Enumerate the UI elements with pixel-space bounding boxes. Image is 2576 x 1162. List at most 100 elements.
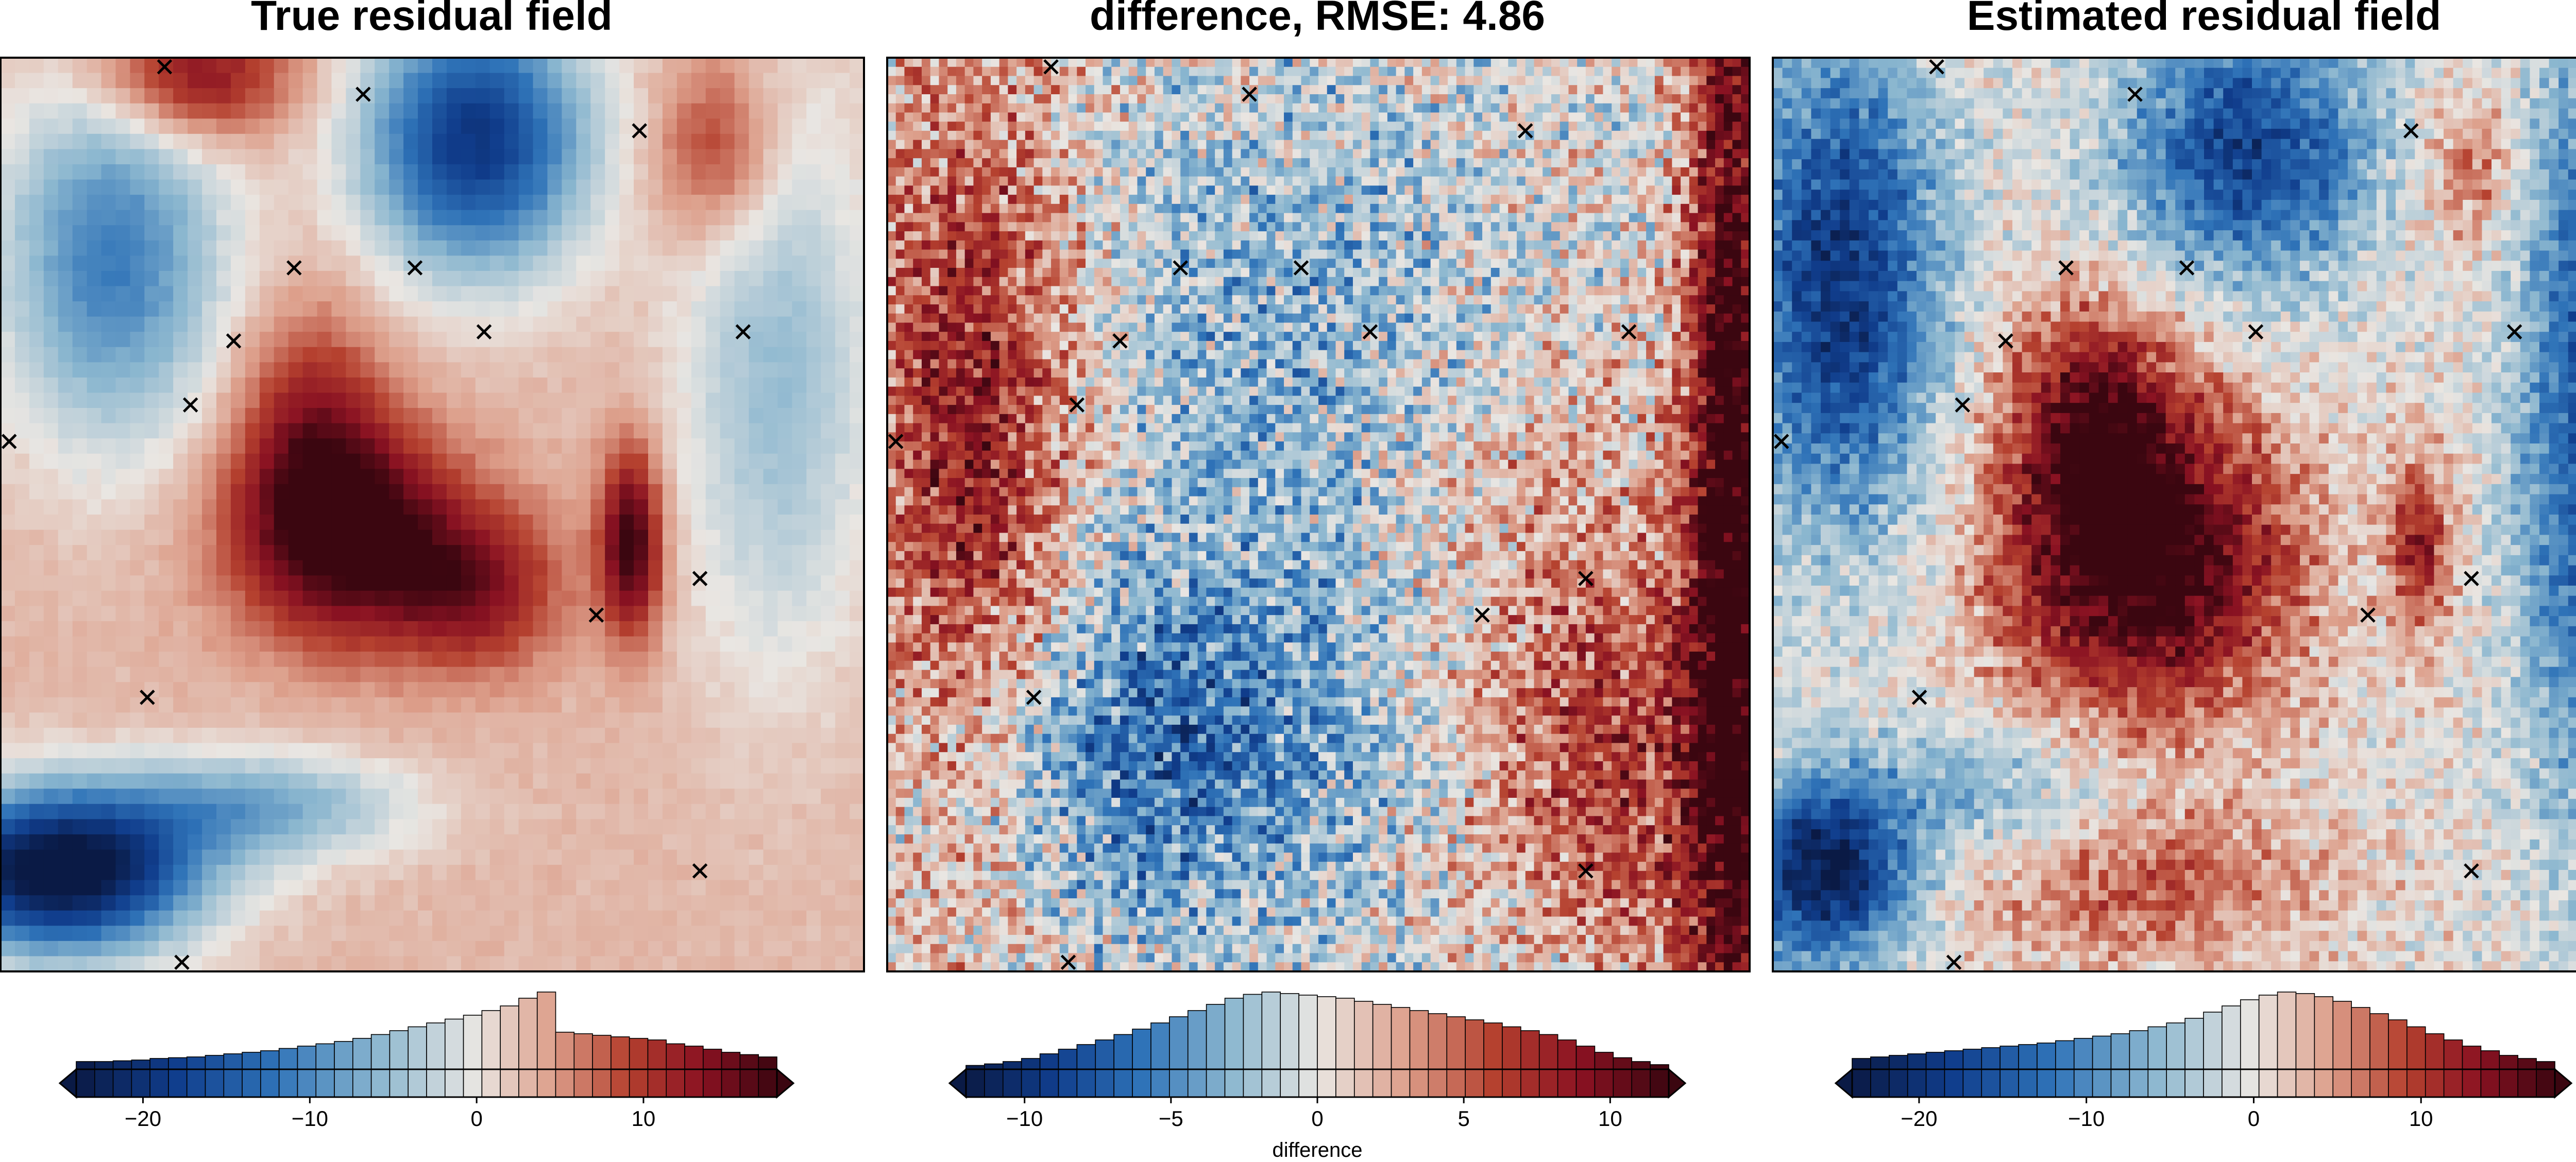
heatmap-cell — [245, 332, 260, 347]
heatmap-cell — [1595, 122, 1603, 131]
heatmap-cell — [375, 758, 389, 774]
heatmap-cell — [346, 621, 361, 637]
heatmap-cell — [130, 332, 145, 347]
heatmap-cell — [346, 454, 361, 469]
heatmap-cell — [835, 743, 850, 759]
heatmap-cell — [648, 926, 663, 941]
heatmap-cell — [432, 499, 447, 515]
heatmap-cell — [44, 149, 59, 164]
heatmap-cell — [403, 575, 418, 591]
heatmap-cell — [835, 591, 850, 606]
heatmap-cell — [1, 560, 15, 576]
heatmap-cell — [792, 697, 807, 713]
heatmap-cell — [15, 774, 30, 789]
heatmap-cell — [144, 286, 159, 302]
heatmap-cell — [274, 621, 289, 637]
heatmap-cell — [115, 819, 130, 834]
heatmap-cell — [619, 849, 634, 865]
heatmap-cell — [562, 652, 577, 667]
heatmap-cell — [476, 73, 490, 89]
heatmap-cell — [289, 880, 303, 896]
heatmap-cell — [331, 104, 346, 119]
heatmap-cell — [1327, 104, 1336, 113]
heatmap-cell — [216, 926, 231, 941]
heatmap-cell — [648, 210, 663, 226]
heatmap-cell — [260, 454, 275, 469]
heatmap-cell — [913, 149, 922, 158]
heatmap-cell — [605, 819, 620, 834]
heatmap-cell — [1629, 112, 1638, 122]
heatmap-cell — [317, 58, 332, 73]
heatmap-cell — [1448, 85, 1456, 94]
heatmap-cell — [749, 789, 764, 804]
heatmap-cell — [1069, 122, 1077, 131]
heatmap-cell — [1387, 58, 1396, 67]
heatmap-cell — [389, 758, 404, 774]
heatmap-cell — [576, 774, 591, 789]
heatmap-cell — [260, 408, 275, 423]
heatmap-cell — [58, 423, 73, 439]
heatmap-cell — [216, 849, 231, 865]
heatmap-cell — [202, 271, 217, 286]
heatmap-cell — [605, 575, 620, 591]
heatmap-cell — [231, 712, 246, 728]
heatmap-cell — [533, 286, 548, 302]
heatmap-cell — [115, 712, 130, 728]
heatmap-cell — [835, 104, 850, 119]
heatmap-cell — [835, 195, 850, 210]
heatmap-cell — [720, 804, 735, 819]
heatmap-cell — [375, 789, 389, 804]
heatmap-cell — [835, 73, 850, 89]
heatmap-cell — [777, 164, 792, 180]
heatmap-cell — [562, 423, 577, 439]
heatmap-cell — [576, 637, 591, 652]
heatmap-cell — [303, 210, 318, 226]
heatmap-cell — [720, 484, 735, 500]
heatmap-cell — [260, 697, 275, 713]
heatmap-cell — [476, 834, 490, 850]
heatmap-cell — [231, 286, 246, 302]
heatmap-cell — [930, 112, 939, 122]
heatmap-cell — [44, 575, 59, 591]
heatmap-cell — [605, 88, 620, 104]
heatmap-cell — [159, 454, 174, 469]
heatmap-cell — [130, 301, 145, 317]
heatmap-cell — [1327, 158, 1336, 167]
heatmap-cell — [447, 621, 462, 637]
heatmap-cell — [1448, 158, 1456, 167]
heatmap-cell — [634, 469, 649, 484]
heatmap-cell — [720, 774, 735, 789]
heatmap-cell — [896, 94, 905, 104]
heatmap-cell — [44, 789, 59, 804]
heatmap-cell — [533, 621, 548, 637]
heatmap-cell — [144, 362, 159, 378]
heatmap-cell — [101, 530, 116, 545]
heatmap-cell — [763, 317, 778, 332]
heatmap-cell — [87, 880, 102, 896]
heatmap-cell — [835, 423, 850, 439]
heatmap-cell — [720, 849, 735, 865]
heatmap-cell — [476, 241, 490, 256]
heatmap-cell — [634, 149, 649, 164]
heatmap-cell — [663, 865, 677, 880]
heatmap-cell — [792, 118, 807, 134]
heatmap-cell — [735, 911, 750, 926]
heatmap-cell — [576, 149, 591, 164]
heatmap-cell — [663, 255, 677, 271]
heatmap-cell — [317, 637, 332, 652]
heatmap-cell — [922, 149, 930, 158]
heatmap-cell — [101, 332, 116, 347]
heatmap-cell — [188, 743, 202, 759]
heatmap-cell — [130, 241, 145, 256]
heatmap-cell — [202, 667, 217, 682]
heatmap-cell — [1241, 76, 1249, 85]
heatmap-cell — [447, 880, 462, 896]
heatmap-cell — [1526, 140, 1534, 149]
heatmap-cell — [159, 317, 174, 332]
heatmap-cell — [173, 606, 188, 621]
heatmap-cell — [202, 682, 217, 697]
heatmap-cell — [590, 530, 605, 545]
heatmap-cell — [749, 454, 764, 469]
heatmap-cell — [432, 164, 447, 180]
heatmap-cell — [1543, 131, 1551, 140]
